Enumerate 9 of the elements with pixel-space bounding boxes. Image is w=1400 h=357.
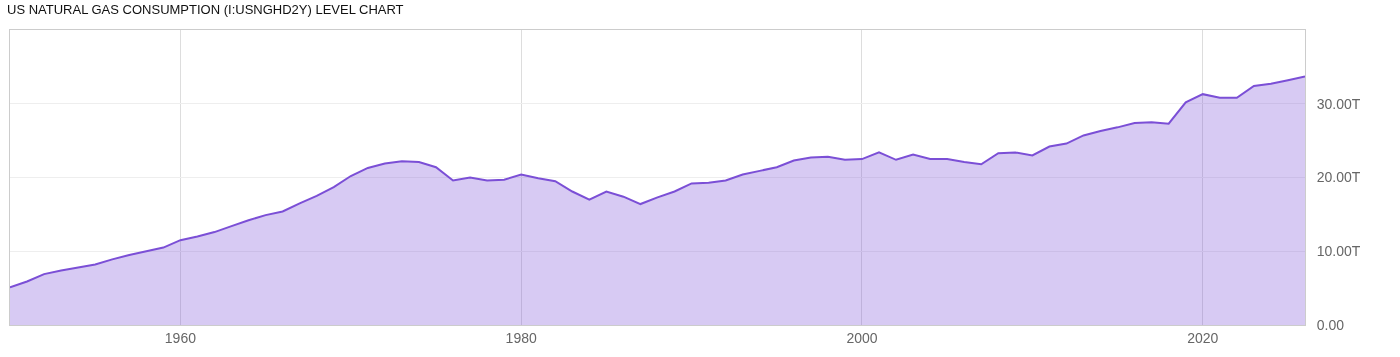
x-tick-label: 1980: [505, 329, 537, 346]
x-tick-label: 2000: [846, 329, 878, 346]
y-tick-label: 20.00T: [1316, 169, 1361, 186]
y-tick-label: 0.00: [1316, 316, 1345, 333]
y-tick-label: 30.00T: [1316, 95, 1361, 112]
x-tick-label: 2020: [1187, 329, 1219, 346]
y-tick-label: 10.00T: [1316, 243, 1361, 260]
chart-title: US NATURAL GAS CONSUMPTION (I:USNGHD2Y) LEVEL CHART: [7, 2, 404, 18]
x-tick-label: 1960: [164, 329, 197, 346]
